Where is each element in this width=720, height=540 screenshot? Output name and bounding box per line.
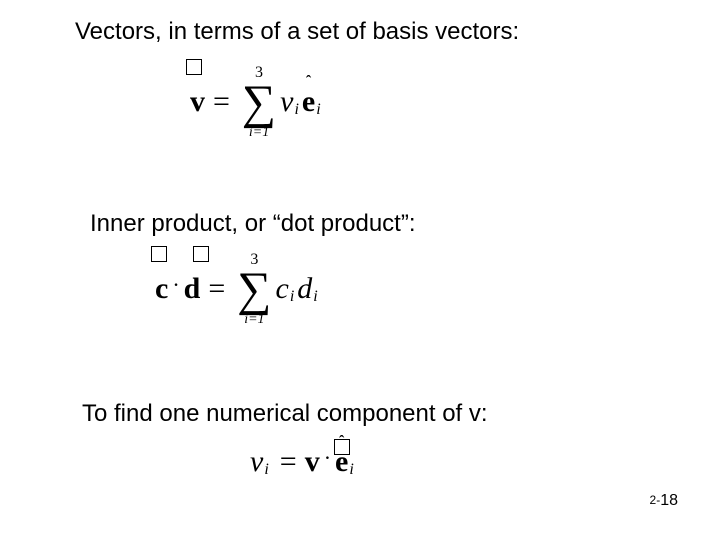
hat-icon: ˆ [339,433,344,451]
sum-lower: i=1 [249,126,269,140]
eq3-lhs: v [250,445,263,479]
eq1-coef-sub: i [294,101,298,119]
hat-icon: ˆ [306,73,311,91]
equation-1: v = 3 ∑ i=1 v i ˆ e i [190,65,324,140]
eq3-basis-sub: i [349,461,353,479]
eq2-ci-sub: i [290,288,294,306]
page-num: 18 [660,492,678,509]
eq3-lhs-sub: i [264,461,268,479]
eq2-d: d [184,272,201,306]
equals-sign: = [280,445,297,479]
page-prefix: 2- [650,493,661,507]
heading-component: To find one numerical component of v: [82,400,488,429]
eq3-v: v [305,445,320,479]
eq3-basis: ˆ e [335,445,348,479]
arrow-box-icon [193,246,209,262]
eq2-c: c [155,272,168,306]
sum-lower: i=1 [244,313,264,327]
eq1-lhs: v [190,85,205,119]
equation-2: c · d = 3 ∑ i=1 c i d i [155,252,321,327]
heading-dot-product: Inner product, or “dot product”: [90,210,416,239]
equals-sign: = [213,85,230,119]
eq2-ci: c [275,272,288,306]
arrow-box-icon [151,246,167,262]
slide: Vectors, in terms of a set of basis vect… [0,0,720,540]
eq1-basis: ˆ e [302,85,315,119]
dot-icon: · [172,272,179,298]
summation-icon: 3 ∑ i=1 [242,65,276,140]
dot-icon: · [324,445,331,471]
page-number: 2-18 [650,492,678,510]
heading-vectors: Vectors, in terms of a set of basis vect… [75,18,519,47]
summation-icon: 3 ∑ i=1 [237,252,271,327]
arrow-box-icon [186,59,202,75]
equals-sign: = [208,272,225,306]
eq1-coef: v [280,85,293,119]
equation-3: v i = v · ˆ e i [250,445,357,479]
eq2-di: d [297,272,312,306]
eq2-di-sub: i [313,288,317,306]
eq1-basis-sub: i [316,101,320,119]
